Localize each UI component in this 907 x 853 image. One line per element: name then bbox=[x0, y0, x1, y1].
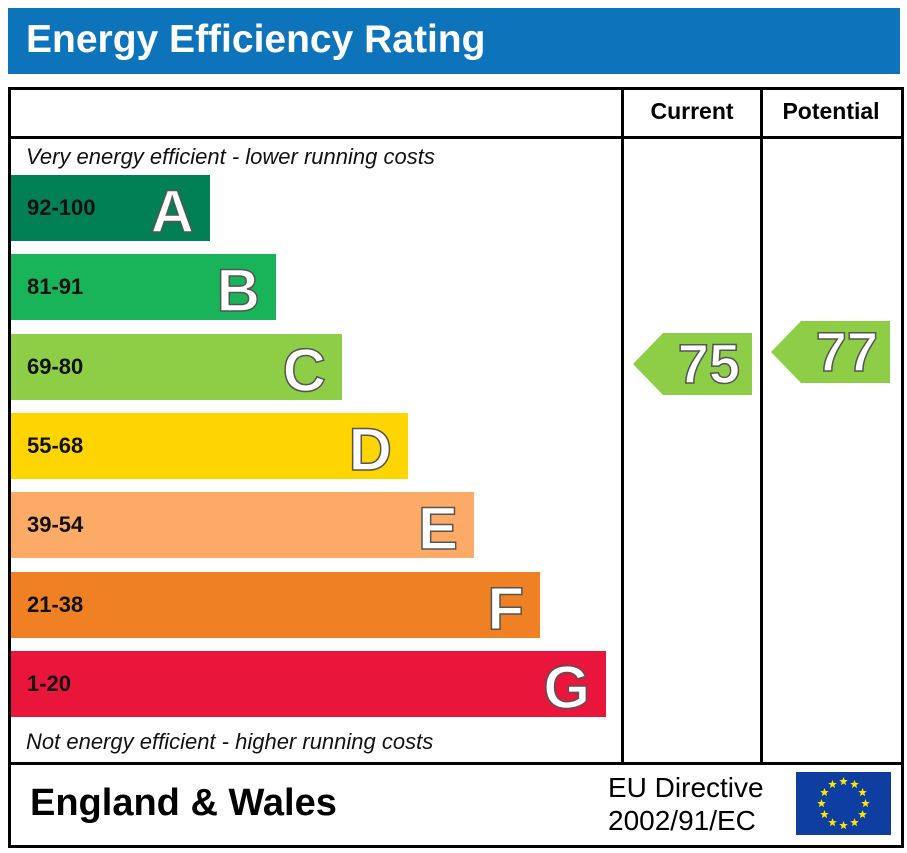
header-divider bbox=[8, 136, 902, 139]
band-letter: B bbox=[216, 256, 261, 325]
band-c: 69-80 C bbox=[11, 334, 342, 405]
band-letter: C bbox=[282, 336, 327, 405]
band-letter: A bbox=[150, 177, 195, 246]
potential-arrow-shape bbox=[771, 321, 890, 383]
band-range: 69-80 bbox=[27, 354, 84, 379]
directive-line-2: 2002/91/EC bbox=[608, 805, 756, 836]
current-arrow-shape bbox=[633, 333, 752, 395]
star-icon bbox=[858, 788, 867, 797]
star-icon bbox=[820, 810, 829, 819]
band-b: 81-91 B bbox=[11, 254, 276, 325]
star-icon bbox=[858, 810, 867, 819]
star-icon bbox=[861, 799, 870, 808]
band-range: 81-91 bbox=[27, 274, 84, 299]
potential-rating-arrow: 77 bbox=[771, 319, 890, 384]
chart-title: Energy Efficiency Rating bbox=[26, 18, 486, 61]
star-icon bbox=[839, 777, 848, 786]
star-icon bbox=[817, 799, 826, 808]
band-letter: F bbox=[487, 574, 525, 643]
band-range: 39-54 bbox=[27, 512, 84, 537]
band-f: 21-38 F bbox=[11, 572, 540, 643]
eu-flag-icon bbox=[796, 772, 891, 835]
band-range: 92-100 bbox=[27, 195, 96, 220]
title-bar: Energy Efficiency Rating bbox=[8, 8, 900, 74]
bottom-note: Not energy efficient - higher running co… bbox=[26, 729, 434, 754]
chart-frame bbox=[8, 87, 904, 848]
potential-column-divider bbox=[760, 87, 763, 764]
star-icon bbox=[828, 818, 837, 827]
current-column-divider bbox=[621, 87, 624, 764]
band-range: 21-38 bbox=[27, 592, 84, 617]
top-note: Very energy efficient - lower running co… bbox=[26, 144, 435, 169]
potential-rating-value: 77 bbox=[815, 319, 879, 384]
potential-column-header: Potential bbox=[782, 98, 880, 124]
current-rating-arrow: 75 bbox=[633, 331, 752, 396]
band-a: 92-100 A bbox=[11, 175, 210, 246]
band-letter: D bbox=[348, 415, 393, 484]
band-range: 55-68 bbox=[27, 433, 84, 458]
star-icon bbox=[828, 779, 837, 789]
band-letter: G bbox=[543, 653, 591, 722]
star-icon bbox=[850, 818, 859, 827]
star-icon bbox=[850, 779, 859, 789]
footer-divider bbox=[8, 762, 902, 765]
current-column-header: Current bbox=[650, 98, 734, 124]
star-icon bbox=[820, 788, 829, 797]
current-rating-value: 75 bbox=[677, 331, 741, 396]
band-letter: E bbox=[417, 494, 459, 563]
band-g: 1-20 G bbox=[11, 651, 606, 722]
band-range: 1-20 bbox=[27, 671, 72, 696]
star-icon bbox=[839, 821, 848, 830]
region-label: England & Wales bbox=[30, 782, 337, 824]
directive-line-1: EU Directive bbox=[608, 772, 764, 803]
band-e: 39-54 E bbox=[11, 492, 474, 563]
band-d: 55-68 D bbox=[11, 413, 408, 484]
